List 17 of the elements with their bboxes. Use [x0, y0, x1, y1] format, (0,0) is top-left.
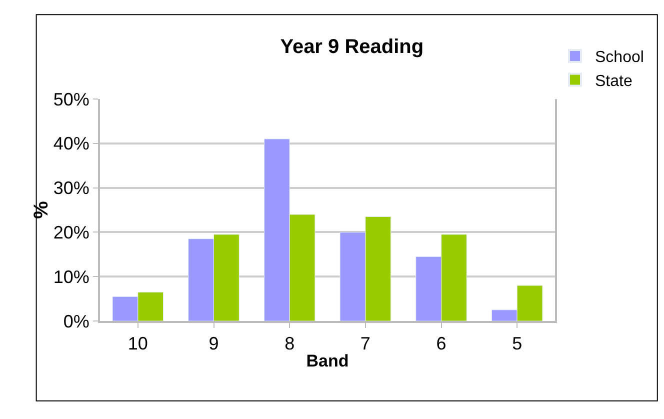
- x-tick-label: 9: [208, 334, 219, 354]
- y-tick-label: 20%: [53, 222, 90, 242]
- y-tick-label: 40%: [53, 134, 90, 154]
- x-tick-label: 5: [512, 334, 522, 354]
- y-tick-label: 30%: [53, 178, 90, 198]
- x-tick-label: 8: [284, 334, 295, 354]
- chart-title: Year 9 Reading: [280, 36, 424, 58]
- legend-label: School: [595, 49, 644, 66]
- x-tick-label: 10: [128, 334, 148, 354]
- x-tick-label: 6: [436, 334, 446, 354]
- x-tick-label: 7: [360, 334, 370, 354]
- legend-label: State: [595, 73, 632, 90]
- y-tick-label: 50%: [53, 89, 90, 110]
- y-tick-label: 0%: [63, 311, 90, 332]
- y-axis-title: %: [30, 200, 52, 219]
- x-axis-title: Band: [306, 352, 349, 370]
- y-tick-label: 10%: [53, 266, 90, 287]
